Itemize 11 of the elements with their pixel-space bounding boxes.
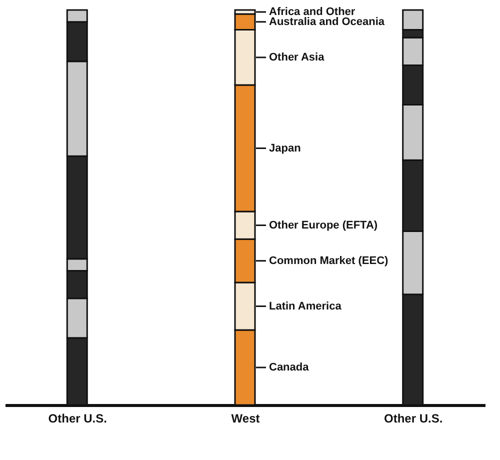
legend-label: Other Asia: [269, 51, 326, 64]
legend-label: Africa and Other: [269, 6, 356, 18]
x-tick-label: West: [231, 412, 260, 426]
legend-label: Australia and Oceania: [269, 16, 386, 28]
legend-label: Canada: [269, 361, 310, 374]
legend-label: Other Europe (EFTA): [269, 219, 378, 232]
legend-label: Japan: [269, 142, 302, 154]
x-tick-label: Other U.S.: [384, 412, 443, 426]
legend-label: Common Market (EEC): [269, 254, 389, 267]
legend-label: Latin America: [269, 300, 342, 312]
x-tick-label: Other U.S.: [48, 412, 107, 426]
